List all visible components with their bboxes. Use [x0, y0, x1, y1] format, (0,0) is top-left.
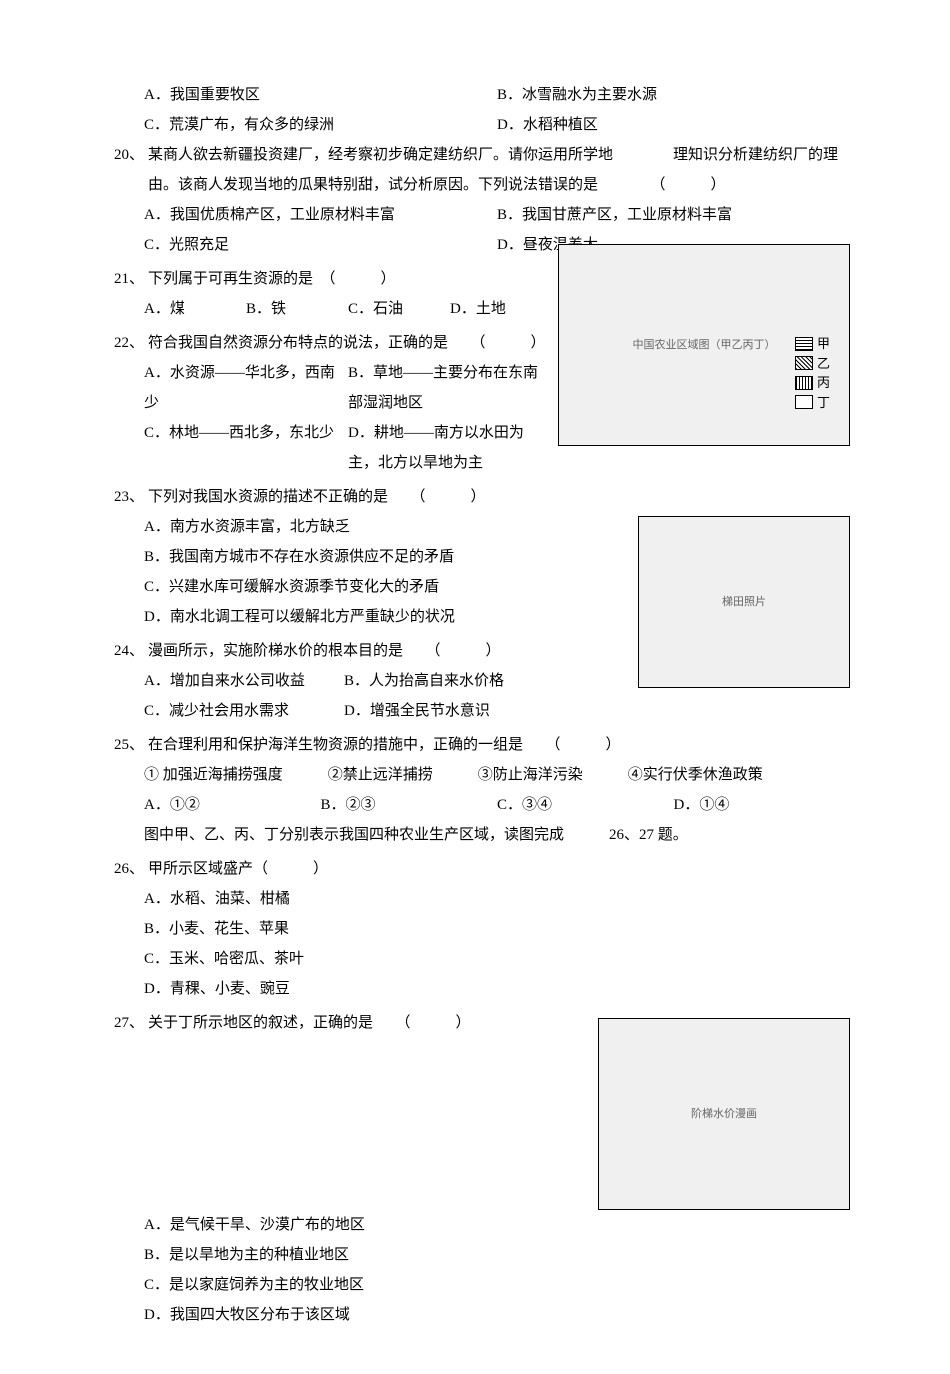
legend-box-jia [795, 337, 813, 351]
q25-opt-a: A．①② [144, 790, 321, 820]
legend-box-bing [795, 376, 813, 390]
q24-opt-d: D．增强全民节水意识 [344, 696, 544, 726]
legend-box-ding [795, 395, 813, 409]
q24-opt-c: C．减少社会用水需求 [144, 696, 344, 726]
legend-l2: 乙 [817, 354, 830, 374]
q25-num: 25、 [100, 730, 148, 760]
q19-opt-c: C．荒漠广布，有众多的绿洲 [144, 110, 497, 140]
q24-num: 24、 [100, 636, 148, 666]
q22-text: 符合我国自然资源分布特点的说法，正确的是 （ ） [148, 328, 552, 358]
q24-text: 漫画所示，实施阶梯水价的根本目的是 （ ） [148, 636, 632, 666]
q20-opt-b: B．我国甘蔗产区，工业原材料丰富 [497, 200, 850, 230]
q25-opt-d: D．①④ [674, 790, 851, 820]
q27-opt-a: A．是气候干旱、沙漠广布的地区 [144, 1210, 850, 1240]
legend-l1: 甲 [817, 334, 830, 354]
q26-num: 26、 [100, 854, 148, 884]
q22-opt-a: A．水资源——华北多，西南少 [144, 358, 348, 418]
q25-note: 图中甲、乙、丙、丁分别表示我国四种农业生产区域，读图完成 26、27 题。 [100, 820, 850, 850]
q27-opt-d: D．我国四大牧区分布于该区域 [144, 1300, 850, 1330]
q23-opt-c: C．兴建水库可缓解水资源季节变化大的矛盾 [144, 572, 850, 602]
q26-opt-a: A．水稻、油菜、柑橘 [144, 884, 850, 914]
china-map-figure: 中国农业区域图（甲乙丙丁） 甲 乙 丙 丁 [552, 264, 850, 446]
q25-text: 在合理利用和保护海洋生物资源的措施中，正确的一组是 （ ） [148, 730, 850, 760]
q21-opt-b: B．铁 [246, 294, 348, 324]
q21-text: 下列属于可再生资源的是 （ ） [148, 264, 552, 294]
q27-num: 27、 [100, 1008, 148, 1038]
q23-text: 下列对我国水资源的描述不正确的是 （ ） [148, 482, 850, 512]
q19-opt-d: D．水稻种植区 [497, 110, 850, 140]
q25-opt-c: C．③④ [497, 790, 674, 820]
q21-num: 21、 [100, 264, 148, 294]
q27-opt-b: B．是以旱地为主的种植业地区 [144, 1240, 850, 1270]
q22-opt-b: B．草地——主要分布在东南部湿润地区 [348, 358, 552, 418]
q21-opt-a: A．煤 [144, 294, 246, 324]
legend-l3: 丙 [817, 373, 830, 393]
q19-opt-a: A．我国重要牧区 [144, 80, 497, 110]
map-legend: 甲 乙 丙 丁 [795, 334, 830, 412]
q27-text: 关于丁所示地区的叙述，正确的是 （ ） [148, 1008, 592, 1038]
legend-l4: 丁 [817, 393, 830, 413]
q22-opt-d: D．耕地——南方以水田为主，北方以旱地为主 [348, 418, 552, 478]
q22-num: 22、 [100, 328, 148, 358]
q27-opt-c: C．是以家庭饲养为主的牧业地区 [144, 1270, 850, 1300]
q26-opt-c: C．玉米、哈密瓜、茶叶 [144, 944, 850, 974]
q20-text: 某商人欲去新疆投资建厂，经考察初步确定建纺织厂。请你运用所学地 理知识分析建纺织… [148, 140, 850, 200]
q21-opt-c: C．石油 [348, 294, 450, 324]
q24-opt-a: A．增加自来水公司收益 [144, 666, 344, 696]
q20-opt-c: C．光照充足 [144, 230, 497, 260]
tap-cartoon-image: 阶梯水价漫画 [598, 1018, 850, 1210]
q19-options: A．我国重要牧区 B．冰雪融水为主要水源 C．荒漠广布，有众多的绿洲 D．水稻种… [100, 80, 850, 140]
q23-opt-b: B．我国南方城市不存在水资源供应不足的矛盾 [144, 542, 850, 572]
q26-text: 甲所示区域盛产（ ） [148, 854, 850, 884]
question-26: 26、 甲所示区域盛产（ ） A．水稻、油菜、柑橘 B．小麦、花生、苹果 C．玉… [100, 854, 850, 1004]
q19-opt-b: B．冰雪融水为主要水源 [497, 80, 850, 110]
q22-opt-c: C．林地——西北多，东北少 [144, 418, 348, 478]
legend-box-yi [795, 356, 813, 370]
question-23: 23、 下列对我国水资源的描述不正确的是 （ ） A．南方水资源丰富，北方缺乏 … [100, 482, 850, 632]
question-20: 20、 某商人欲去新疆投资建厂，经考察初步确定建纺织厂。请你运用所学地 理知识分… [100, 140, 850, 260]
q26-opt-d: D．青稞、小麦、豌豆 [144, 974, 850, 1004]
q25-opt-b: B．②③ [321, 790, 498, 820]
q23-opt-d: D．南水北调工程可以缓解北方严重缺少的状况 [144, 602, 850, 632]
q23-num: 23、 [100, 482, 148, 512]
question-25: 25、 在合理利用和保护海洋生物资源的措施中，正确的一组是 （ ） ① 加强近海… [100, 730, 850, 850]
q20-num: 20、 [100, 140, 148, 200]
q26-opt-b: B．小麦、花生、苹果 [144, 914, 850, 944]
q23-opt-a: A．南方水资源丰富，北方缺乏 [144, 512, 850, 542]
q24-opt-b: B．人为抬高自来水价格 [344, 666, 544, 696]
q21-opt-d: D．土地 [450, 294, 552, 324]
q25-items: ① 加强近海捕捞强度 ②禁止远洋捕捞 ③防止海洋污染 ④实行伏季休渔政策 [100, 760, 850, 790]
q20-opt-a: A．我国优质棉产区，工业原材料丰富 [144, 200, 497, 230]
